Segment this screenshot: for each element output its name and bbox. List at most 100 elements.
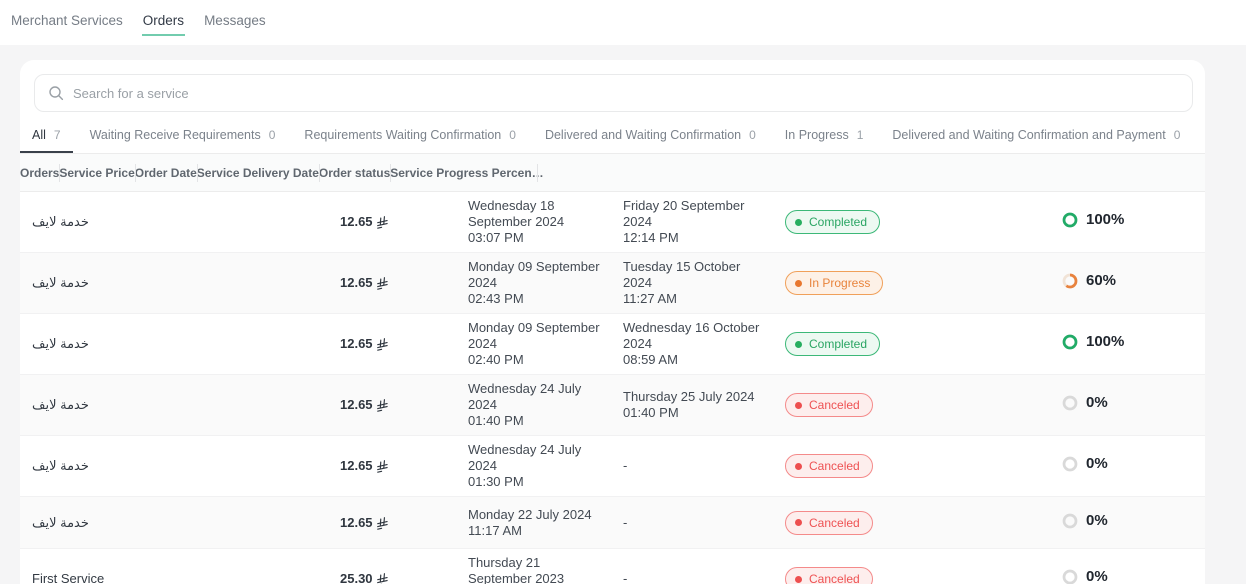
nav-tab-label: Merchant Services (11, 13, 123, 28)
filter-tab[interactable]: Waiting Receive Requirements 0 (78, 122, 288, 153)
price-value: 12.65 (340, 336, 373, 351)
filter-tab[interactable]: In Progress 1 (773, 122, 876, 153)
filter-tab[interactable]: All 7 (20, 122, 73, 153)
order-status-cell: Completed (775, 326, 1048, 362)
order-row[interactable]: خدمة لايف 12.65 Wed (20, 192, 1205, 253)
progress-value: 60% (1086, 272, 1117, 289)
delivery-time: 08:59 AM (623, 352, 678, 367)
delivery-date: - (623, 458, 628, 473)
order-date-cell: Monday 22 July 2024 11:17 AM (460, 501, 613, 545)
nav-tab-label: Messages (204, 13, 266, 28)
search-icon (49, 86, 64, 101)
order-time: 03:07 PM (468, 230, 524, 245)
column-header: Order status (319, 154, 390, 191)
order-row[interactable]: خدمة لايف 12.65 Wed (20, 436, 1205, 497)
price-value: 12.65 (340, 397, 373, 412)
delivery-date: - (623, 571, 628, 584)
delivery-date-cell: - (613, 565, 775, 584)
order-date: Wednesday 18 September 2024 (468, 198, 565, 229)
order-service-name: خدمة لايف (32, 336, 89, 351)
progress-cell: 0% (1048, 450, 1205, 482)
nav-tab[interactable]: Messages (203, 9, 267, 36)
delivery-date: Tuesday 15 October 2024 (623, 259, 741, 290)
status-dot-icon (795, 401, 802, 409)
progress-ring-icon (1062, 273, 1078, 289)
nav-tab[interactable]: Merchant Services (10, 9, 124, 36)
service-price-cell: 12.65 (295, 509, 460, 537)
service-price-cell: 12.65 (295, 208, 460, 236)
filter-tab[interactable]: Completed 2 (1197, 122, 1205, 153)
filter-tab[interactable]: Delivered and Waiting Confirmation 0 (533, 122, 768, 153)
filter-tab-count: 0 (268, 127, 276, 142)
status-label: Completed (809, 215, 868, 229)
delivery-date-cell: Wednesday 16 October 2024 08:59 AM (613, 314, 775, 374)
progress-ring-icon (1062, 456, 1078, 472)
progress-ring-icon (1062, 395, 1078, 411)
status-label: Canceled (809, 572, 860, 584)
order-row[interactable]: خدمة لايف 12.65 Mon (20, 253, 1205, 314)
order-date-cell: Monday 09 September 2024 02:40 PM (460, 314, 613, 374)
order-time: 11:17 AM (468, 522, 522, 538)
delivery-date: Thursday 25 July 2024 (623, 389, 755, 404)
order-row[interactable]: خدمة لايف 12.65 Wed (20, 375, 1205, 436)
status-label: Canceled (809, 398, 860, 412)
service-price-cell: 12.65 (295, 452, 460, 480)
price-value: 25.30 (340, 571, 373, 584)
status-dot-icon (795, 218, 802, 226)
progress-value: 100% (1086, 333, 1125, 350)
saudi-riyal-icon (376, 516, 388, 530)
filter-tab[interactable]: Requirements Waiting Confirmation 0 (292, 122, 528, 153)
saudi-riyal-icon (376, 338, 388, 351)
top-nav: Merchant Services Orders Messages (0, 0, 1246, 45)
progress-cell: 100% (1048, 206, 1205, 238)
status-dot-icon (795, 340, 802, 348)
saudi-riyal-icon (376, 216, 388, 229)
delivery-date-cell: - (613, 509, 775, 537)
filter-tab[interactable]: Delivered and Waiting Confirmation and P… (880, 122, 1192, 153)
progress-value: 100% (1086, 211, 1125, 228)
order-date: Monday 22 July 2024 (468, 506, 592, 522)
search-input[interactable] (73, 85, 1179, 101)
service-price-cell: 12.65 (295, 391, 460, 419)
nav-tab[interactable]: Orders (141, 9, 186, 36)
order-date-cell: Wednesday 24 July 2024 01:30 PM (460, 436, 613, 496)
status-badge: Canceled (785, 454, 873, 478)
order-row[interactable]: خدمة لايف 12.65 Mon (20, 497, 1205, 549)
order-time: 01:40 PM (468, 413, 524, 428)
filter-tab-label: Requirements Waiting Confirmation (304, 127, 502, 142)
order-date-cell: Wednesday 24 July 2024 01:40 PM (460, 375, 613, 435)
filter-tab-label: Delivered and Waiting Confirmation (544, 127, 742, 142)
filter-tab-label: Waiting Receive Requirements (89, 127, 261, 142)
progress-cell: 100% (1048, 328, 1205, 360)
status-badge: Canceled (785, 510, 873, 535)
service-price-cell: 12.65 (295, 330, 460, 358)
column-header: Service Delivery Date (197, 154, 319, 191)
progress-cell: 0% (1048, 389, 1205, 421)
order-row[interactable]: خدمة لايف 12.65 Mon (20, 314, 1205, 375)
order-time: 01:30 PM (468, 474, 524, 489)
order-service-name: خدمة لايف (32, 514, 89, 530)
order-date: Monday 09 September 2024 (468, 320, 600, 351)
progress-cell: 0% (1048, 507, 1205, 539)
order-service-name: خدمة لايف (32, 397, 89, 412)
delivery-time: 01:40 PM (623, 405, 679, 420)
filter-tab-label: In Progress (784, 127, 849, 142)
progress-cell: 0% (1048, 563, 1205, 584)
order-status-cell: Canceled (775, 387, 1048, 423)
order-row[interactable]: First Service 25.30 (20, 549, 1205, 584)
order-service-name: خدمة لايف (32, 458, 89, 473)
order-time: 02:40 PM (468, 352, 524, 367)
progress-value: 0% (1086, 394, 1108, 411)
progress-cell: 60% (1048, 267, 1205, 299)
order-date: Thursday 21 September 2023 (468, 555, 565, 584)
progress-value: 0% (1086, 455, 1108, 472)
service-search (34, 74, 1193, 112)
order-status-cell: Completed (775, 204, 1048, 240)
saudi-riyal-icon (376, 460, 388, 473)
nav-tab-label: Orders (142, 13, 185, 28)
order-service-name: First Service (32, 571, 105, 584)
saudi-riyal-icon (376, 399, 388, 412)
progress-value: 0% (1086, 511, 1108, 529)
status-badge: Canceled (785, 393, 873, 417)
saudi-riyal-icon (376, 277, 388, 290)
